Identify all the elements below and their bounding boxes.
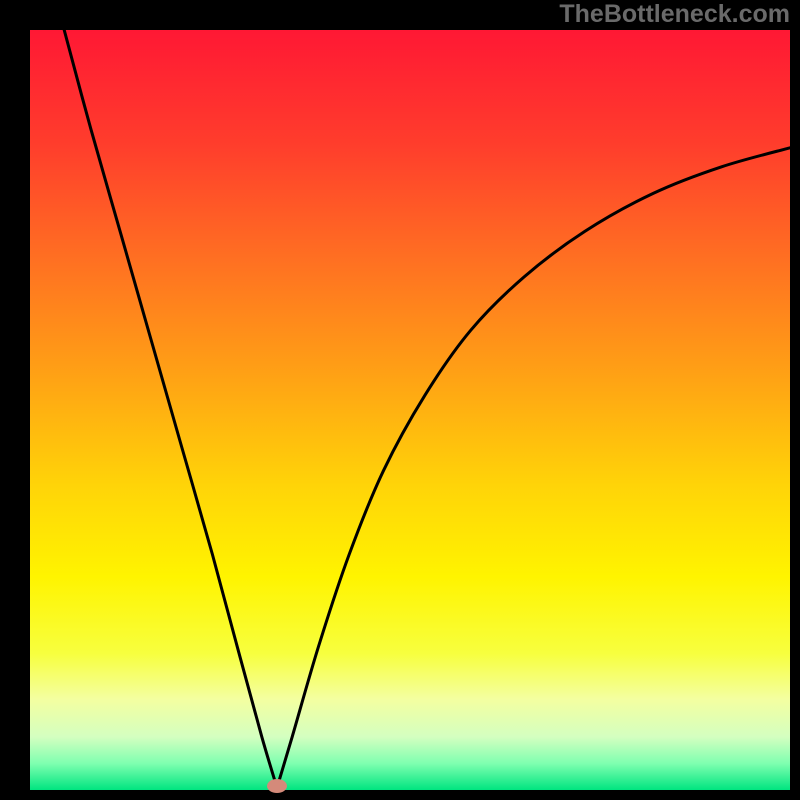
chart-container: TheBottleneck.com <box>0 0 800 800</box>
notch-marker <box>267 779 287 793</box>
watermark-text: TheBottleneck.com <box>559 0 790 29</box>
plot-area <box>30 30 790 790</box>
bottleneck-curve <box>30 30 790 790</box>
